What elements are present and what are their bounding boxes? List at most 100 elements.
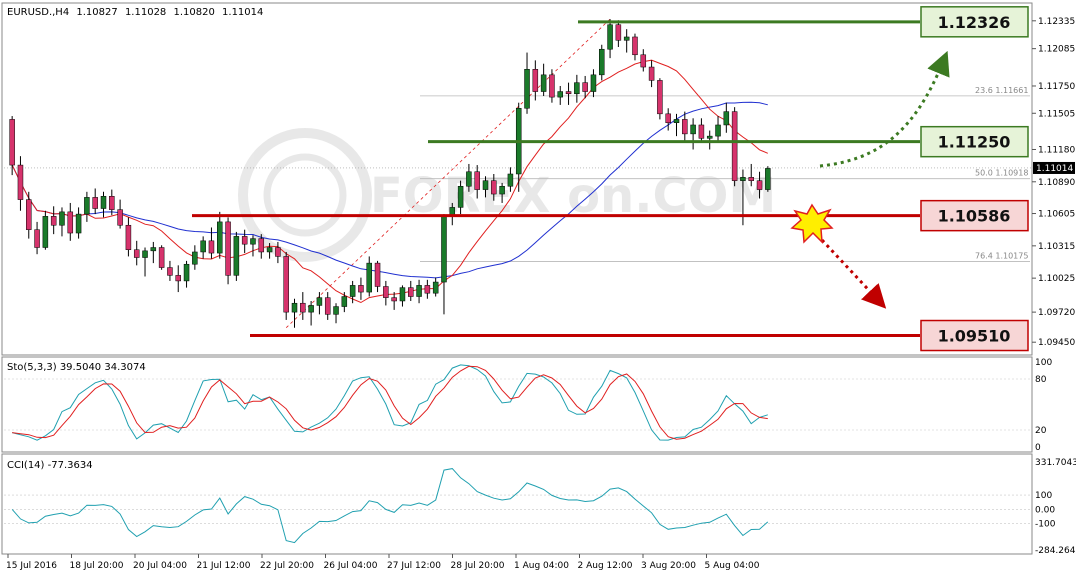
stochastic-label: Sto(5,3,3) 39.5040 34.3074 bbox=[7, 362, 146, 373]
candle-body bbox=[623, 36, 630, 41]
candle bbox=[374, 260, 381, 293]
fibonacci-levels: 23.6 1.11661 50.0 1.10918 76.4 1.10175 bbox=[285, 18, 1030, 329]
candle bbox=[698, 118, 705, 142]
candle-body bbox=[408, 287, 414, 297]
candle-body bbox=[275, 247, 281, 257]
candle bbox=[50, 206, 57, 235]
price-panel-frame bbox=[1, 2, 1033, 356]
candle bbox=[100, 191, 107, 218]
price-tick-label: 1.09450 bbox=[1038, 338, 1075, 348]
candle bbox=[308, 300, 314, 326]
candle bbox=[640, 49, 647, 72]
candle-body bbox=[557, 91, 563, 98]
price-tick-label: 1.12335 bbox=[1038, 17, 1075, 27]
candle-body bbox=[673, 119, 680, 123]
candle-body bbox=[391, 297, 397, 302]
candle-body bbox=[565, 91, 572, 95]
time-tick-label: 15 Jul 2016 bbox=[6, 561, 57, 571]
candle bbox=[192, 245, 198, 270]
candle bbox=[391, 292, 397, 310]
candle-body bbox=[474, 171, 480, 190]
candle bbox=[706, 130, 713, 150]
level-label: 1.11250 bbox=[938, 133, 1011, 152]
candle-body bbox=[59, 211, 65, 226]
candle bbox=[524, 52, 530, 114]
price-tick-label: 1.11180 bbox=[1038, 145, 1075, 155]
candle bbox=[225, 217, 231, 285]
candle bbox=[67, 202, 74, 241]
candle-body bbox=[466, 171, 472, 187]
candle-body bbox=[665, 113, 671, 123]
level-label: 1.12326 bbox=[938, 13, 1011, 32]
candle bbox=[432, 277, 439, 297]
candle-body bbox=[233, 236, 240, 276]
breakout-star-icon bbox=[790, 203, 834, 244]
candle-body bbox=[341, 296, 348, 307]
candle bbox=[125, 217, 132, 257]
time-tick-label: 27 Jul 12:00 bbox=[387, 561, 441, 571]
candle-body bbox=[706, 135, 713, 139]
candle bbox=[175, 265, 181, 293]
candle bbox=[424, 279, 431, 299]
cci-tick-label: 331.7043 bbox=[1035, 458, 1076, 468]
level-label: 1.10586 bbox=[938, 207, 1011, 226]
candle bbox=[59, 207, 65, 237]
candle-body bbox=[217, 221, 223, 254]
candle-body bbox=[9, 119, 15, 166]
candle-body bbox=[399, 287, 406, 302]
candle-body bbox=[507, 173, 514, 187]
slow-moving-average-line bbox=[11, 101, 768, 279]
candle bbox=[474, 165, 480, 199]
candle bbox=[383, 280, 389, 306]
time-tick-label: 3 Aug 20:00 bbox=[641, 561, 696, 571]
candle bbox=[557, 85, 563, 105]
candle bbox=[217, 211, 223, 259]
candle bbox=[408, 280, 414, 301]
candle-body bbox=[690, 124, 696, 135]
stochastic-panel-frame bbox=[1, 356, 1033, 453]
candle-body bbox=[241, 236, 248, 245]
candle-body bbox=[133, 249, 140, 258]
candle-body bbox=[574, 82, 580, 95]
candle bbox=[682, 111, 688, 141]
candle bbox=[715, 116, 721, 141]
candle-body bbox=[499, 185, 505, 195]
cci-tick-label: -284.2643 bbox=[1035, 546, 1076, 556]
candle-body bbox=[441, 216, 447, 283]
candle bbox=[300, 292, 306, 320]
axes: 1.12335 1.12085 1.11750 1.11505 1.11180 1.108… bbox=[6, 17, 1075, 571]
candle bbox=[241, 229, 248, 254]
level-label: 1.09510 bbox=[938, 327, 1011, 346]
candle-body bbox=[125, 224, 132, 250]
candle-body bbox=[200, 240, 206, 253]
candle bbox=[466, 163, 472, 192]
fibonacci-label: 23.6 1.11661 bbox=[975, 86, 1028, 95]
candle bbox=[349, 280, 356, 304]
candle bbox=[84, 191, 90, 222]
candle-body bbox=[67, 211, 74, 234]
candle-body bbox=[549, 74, 555, 98]
candle-body bbox=[283, 256, 289, 313]
time-tick-label: 21 Jul 12:00 bbox=[197, 561, 251, 571]
candle-body bbox=[300, 302, 306, 313]
candle-body bbox=[258, 238, 265, 253]
fibonacci-trendline bbox=[285, 18, 611, 329]
candle-body bbox=[291, 302, 298, 313]
candle-body bbox=[333, 306, 339, 315]
candle bbox=[673, 113, 680, 137]
candle-body bbox=[424, 285, 431, 294]
candle bbox=[549, 69, 555, 103]
candle bbox=[34, 221, 40, 255]
candle bbox=[623, 29, 630, 53]
stochastic-tick-label: 20 bbox=[1035, 426, 1047, 436]
candle-body bbox=[416, 285, 422, 297]
candle bbox=[150, 241, 157, 264]
candle bbox=[9, 116, 15, 176]
candle bbox=[491, 173, 497, 201]
candle bbox=[183, 260, 190, 288]
candle-body bbox=[150, 247, 157, 252]
candle bbox=[26, 191, 32, 239]
candle bbox=[324, 292, 331, 320]
